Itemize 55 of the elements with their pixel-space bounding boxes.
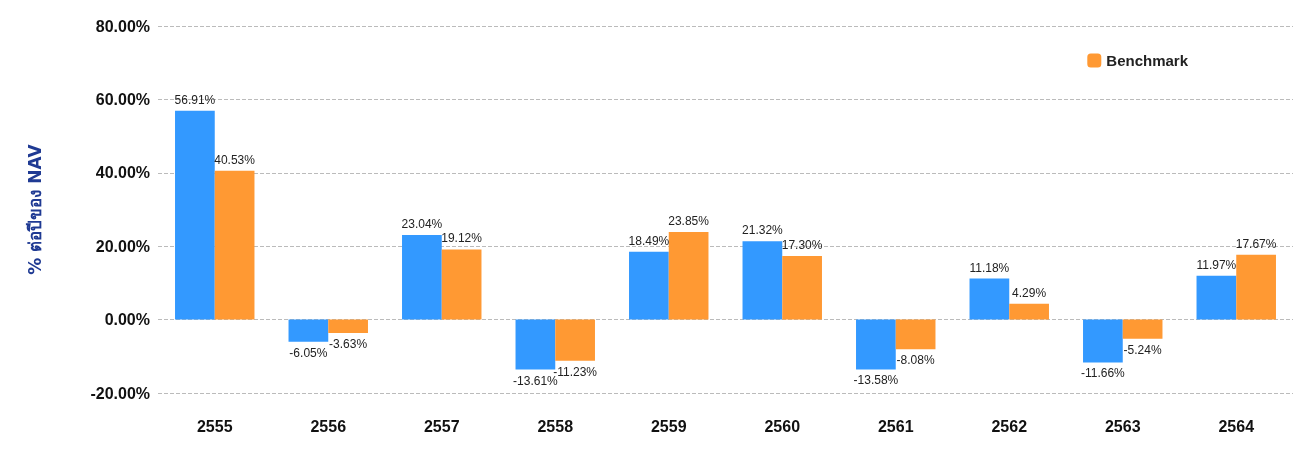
data-label: 19.12% <box>441 231 483 246</box>
x-tick-label: 2560 <box>764 417 801 435</box>
x-tick-label: 2561 <box>877 417 914 435</box>
bar <box>1236 254 1276 320</box>
data-label: -5.24% <box>1123 342 1162 357</box>
bar <box>969 278 1010 320</box>
bar <box>175 110 215 320</box>
y-tick-label: -20.00% <box>90 384 150 402</box>
x-tick-label: 2559 <box>650 417 687 435</box>
data-label: -3.63% <box>329 336 368 351</box>
data-label: 21.32% <box>742 223 784 238</box>
x-tick-label: 2557 <box>423 417 460 435</box>
y-tick-label: 60.00% <box>95 90 150 108</box>
data-label: 11.97% <box>1196 257 1237 272</box>
data-label: 17.67% <box>1235 236 1277 251</box>
x-tick-label: 2555 <box>196 417 233 435</box>
bar <box>895 319 936 350</box>
x-tick-label: 2558 <box>537 417 574 435</box>
bar <box>782 256 822 320</box>
x-tick-label: 2564 <box>1218 417 1255 435</box>
bar <box>668 232 709 320</box>
bar <box>856 319 896 370</box>
data-label: 23.04% <box>401 217 443 232</box>
data-label: -13.58% <box>853 373 899 388</box>
x-tick-label: 2562 <box>991 417 1028 435</box>
bar <box>1083 319 1123 363</box>
data-label: -6.05% <box>289 345 328 360</box>
bar <box>214 170 255 320</box>
bar <box>629 251 669 320</box>
bar <box>1122 319 1163 339</box>
legend-label: Benchmark <box>1106 52 1189 69</box>
data-label: 4.29% <box>1012 285 1047 300</box>
x-tick-label: 2563 <box>1104 417 1141 435</box>
y-axis-title: % ต่อปีของ NAV <box>24 143 45 275</box>
bar <box>1196 275 1237 320</box>
bar <box>288 319 329 342</box>
data-label: 23.85% <box>668 214 710 229</box>
bar <box>441 249 482 320</box>
bar <box>742 241 783 320</box>
data-label: -11.66% <box>1080 366 1126 381</box>
data-label: -13.61% <box>513 373 559 388</box>
data-label: 17.30% <box>781 238 823 253</box>
y-tick-label: 0.00% <box>104 311 150 329</box>
bar <box>402 235 442 320</box>
y-tick-label: 40.00% <box>95 164 150 182</box>
data-label: 56.91% <box>174 92 216 107</box>
bar <box>1009 303 1049 320</box>
x-tick-label: 2556 <box>310 417 347 435</box>
data-label: 18.49% <box>628 233 670 248</box>
bar <box>555 319 595 361</box>
y-tick-label: 20.00% <box>95 237 150 255</box>
y-tick-label: 80.00% <box>95 17 150 35</box>
data-label: 11.18% <box>969 260 1010 275</box>
bar <box>328 319 368 333</box>
data-label: -8.08% <box>896 353 935 368</box>
